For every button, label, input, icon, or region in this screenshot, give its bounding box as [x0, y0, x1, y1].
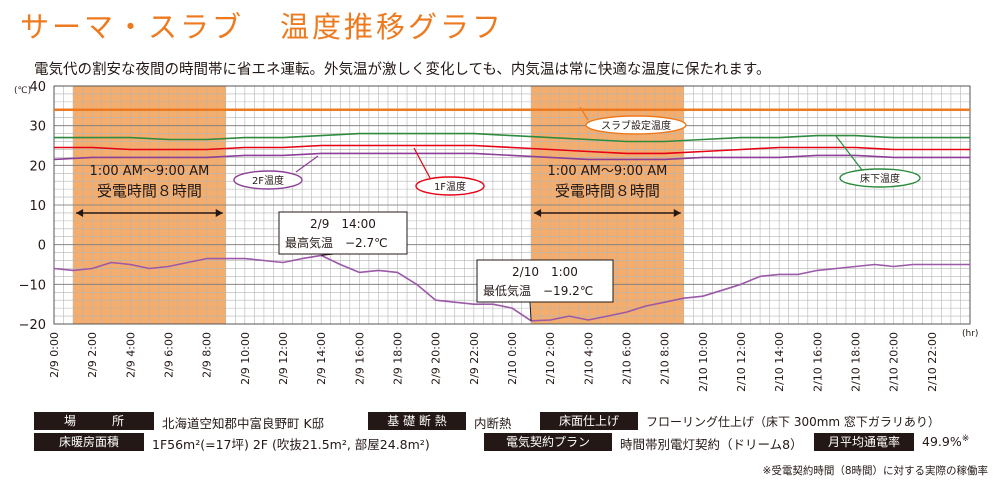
x-tick-label: 2/10 4:00 [582, 332, 595, 385]
series-line-floor2 [53, 152, 970, 161]
x-tick-label: 2/10 22:00 [926, 332, 939, 392]
area-label: 床暖房面積 [34, 433, 144, 451]
series-line-underfloor [54, 132, 970, 143]
x-tick-label: 2/9 2:00 [86, 332, 99, 378]
title-sub: 温度推移グラフ [280, 10, 505, 44]
y-unit: (℃) [14, 86, 31, 96]
temperature-chart: 40 30 20 10 0 −10 −20 (℃) (hr) 2/9 0:00 2/9 2:00 2/… [14, 80, 978, 392]
callout-label: 1F温度 [434, 180, 466, 193]
annotation-min-line2: 最低気温 −19.2℃ [483, 283, 593, 298]
y-tick-label: 40 [29, 80, 46, 95]
y-tick-label: −10 [19, 278, 46, 293]
series-line-outdoor [53, 254, 970, 322]
y-tick-label: 10 [29, 199, 46, 214]
band-arrow-head-right [215, 209, 223, 217]
area-value: 1F56m²(=17坪) 2F (吹抜21.5m², 部屋24.8m²) [152, 437, 430, 452]
annotation-max-line2: 最高気温 −2.7℃ [285, 235, 388, 250]
callout-leader [295, 155, 319, 173]
x-tick-label: 2/10 0:00 [506, 332, 519, 385]
band-time-label-2: 1:00 AM〜9:00 AM [547, 164, 667, 179]
x-tick-label: 2/9 6:00 [163, 332, 176, 378]
callout-label: スラブ設定温度 [601, 119, 671, 132]
insulation-value: 内断熱 [474, 416, 512, 431]
x-tick-label: 2/10 6:00 [621, 332, 634, 385]
x-tick-label: 2/9 8:00 [201, 332, 214, 378]
x-tick-label: 2/10 2:00 [544, 332, 557, 385]
band-duration-label-2: 受電時間８時間 [555, 182, 660, 200]
x-tick-label: 2/9 18:00 [392, 332, 405, 385]
x-tick-label: 2/10 16:00 [811, 332, 824, 392]
callout-leader [579, 106, 589, 121]
x-unit: (hr) [962, 329, 978, 339]
callout-bubble [233, 170, 303, 190]
x-tick-label: 2/9 4:00 [124, 332, 137, 378]
rate-value: 49.9%※ [922, 434, 970, 450]
page-title: サーマ・スラブ 温度推移グラフ [20, 4, 504, 46]
callout-leader [413, 147, 431, 179]
x-tick-label: 2/9 22:00 [468, 332, 481, 385]
x-tick-label: 2/10 10:00 [697, 332, 710, 392]
callout-label: 床下温度 [860, 172, 900, 185]
series-line-floor1 [54, 144, 970, 155]
insulation-label: 基 礎 断 熱 [368, 412, 466, 430]
annotation-min-line1: 2/10 1:00 [512, 265, 578, 279]
rate-label: 月平均通電率 [814, 433, 914, 451]
callout-bubble [415, 176, 485, 196]
y-tick-label: −20 [19, 318, 46, 333]
x-tick-label: 2/9 0:00 [48, 332, 61, 378]
floor-label: 床面仕上げ [540, 412, 638, 430]
callout-label: 2F温度 [252, 174, 284, 187]
y-tick-label: 0 [38, 239, 46, 254]
band-arrow-head-left [76, 209, 84, 217]
x-tick-label: 2/9 10:00 [239, 332, 252, 385]
plan-label: 電気契約プラン [484, 433, 612, 451]
callout-leader [835, 135, 863, 171]
rate-mark: ※ [961, 434, 970, 444]
x-tick-label: 2/9 20:00 [430, 332, 443, 385]
band-arrow-head-right [673, 209, 681, 217]
x-tick-label: 2/9 12:00 [277, 332, 290, 385]
callout-bubble [839, 168, 921, 188]
band-duration-label-1: 受電時間８時間 [97, 182, 202, 200]
footnote: ※受電契約時間（8時間）に対する実際の稼働率 [762, 465, 988, 477]
x-tick-label: 2/10 8:00 [659, 332, 672, 385]
annotation-max-line1: 2/9 14:00 [310, 217, 376, 231]
annotation-leader [529, 301, 532, 321]
band-arrow-head-left [534, 209, 542, 217]
x-tick-label: 2/9 16:00 [353, 332, 366, 385]
callout-bubble [585, 115, 687, 135]
x-tick-label: 2/9 14:00 [315, 332, 328, 385]
plan-value: 時間帯別電灯契約（ドリーム8） [620, 437, 803, 452]
lead-text: 電気代の割安な夜間の時間帯に省エネ運転。外気温が激しく変化しても、内気温は常に快… [34, 62, 771, 78]
annotation-box [278, 211, 408, 255]
y-tick-label: 30 [29, 120, 46, 135]
band-time-label-1: 1:00 AM〜9:00 AM [89, 164, 209, 179]
floor-value: フローリング仕上げ（床下 300mm 窓下ガラリあり） [646, 415, 940, 429]
x-tick-label: 2/10 20:00 [888, 332, 901, 392]
y-tick-label: 20 [29, 159, 46, 174]
annotation-box [476, 259, 614, 303]
x-tick-label: 2/10 18:00 [850, 332, 863, 392]
x-tick-label: 2/10 12:00 [735, 332, 748, 392]
location-label: 場 所 [34, 412, 154, 430]
title-main: サーマ・スラブ [20, 10, 245, 44]
x-tick-label: 2/10 14:00 [773, 332, 786, 392]
plot-border [53, 85, 971, 325]
location-value: 北海道空知郡中富良野町 K邸 [162, 416, 325, 431]
